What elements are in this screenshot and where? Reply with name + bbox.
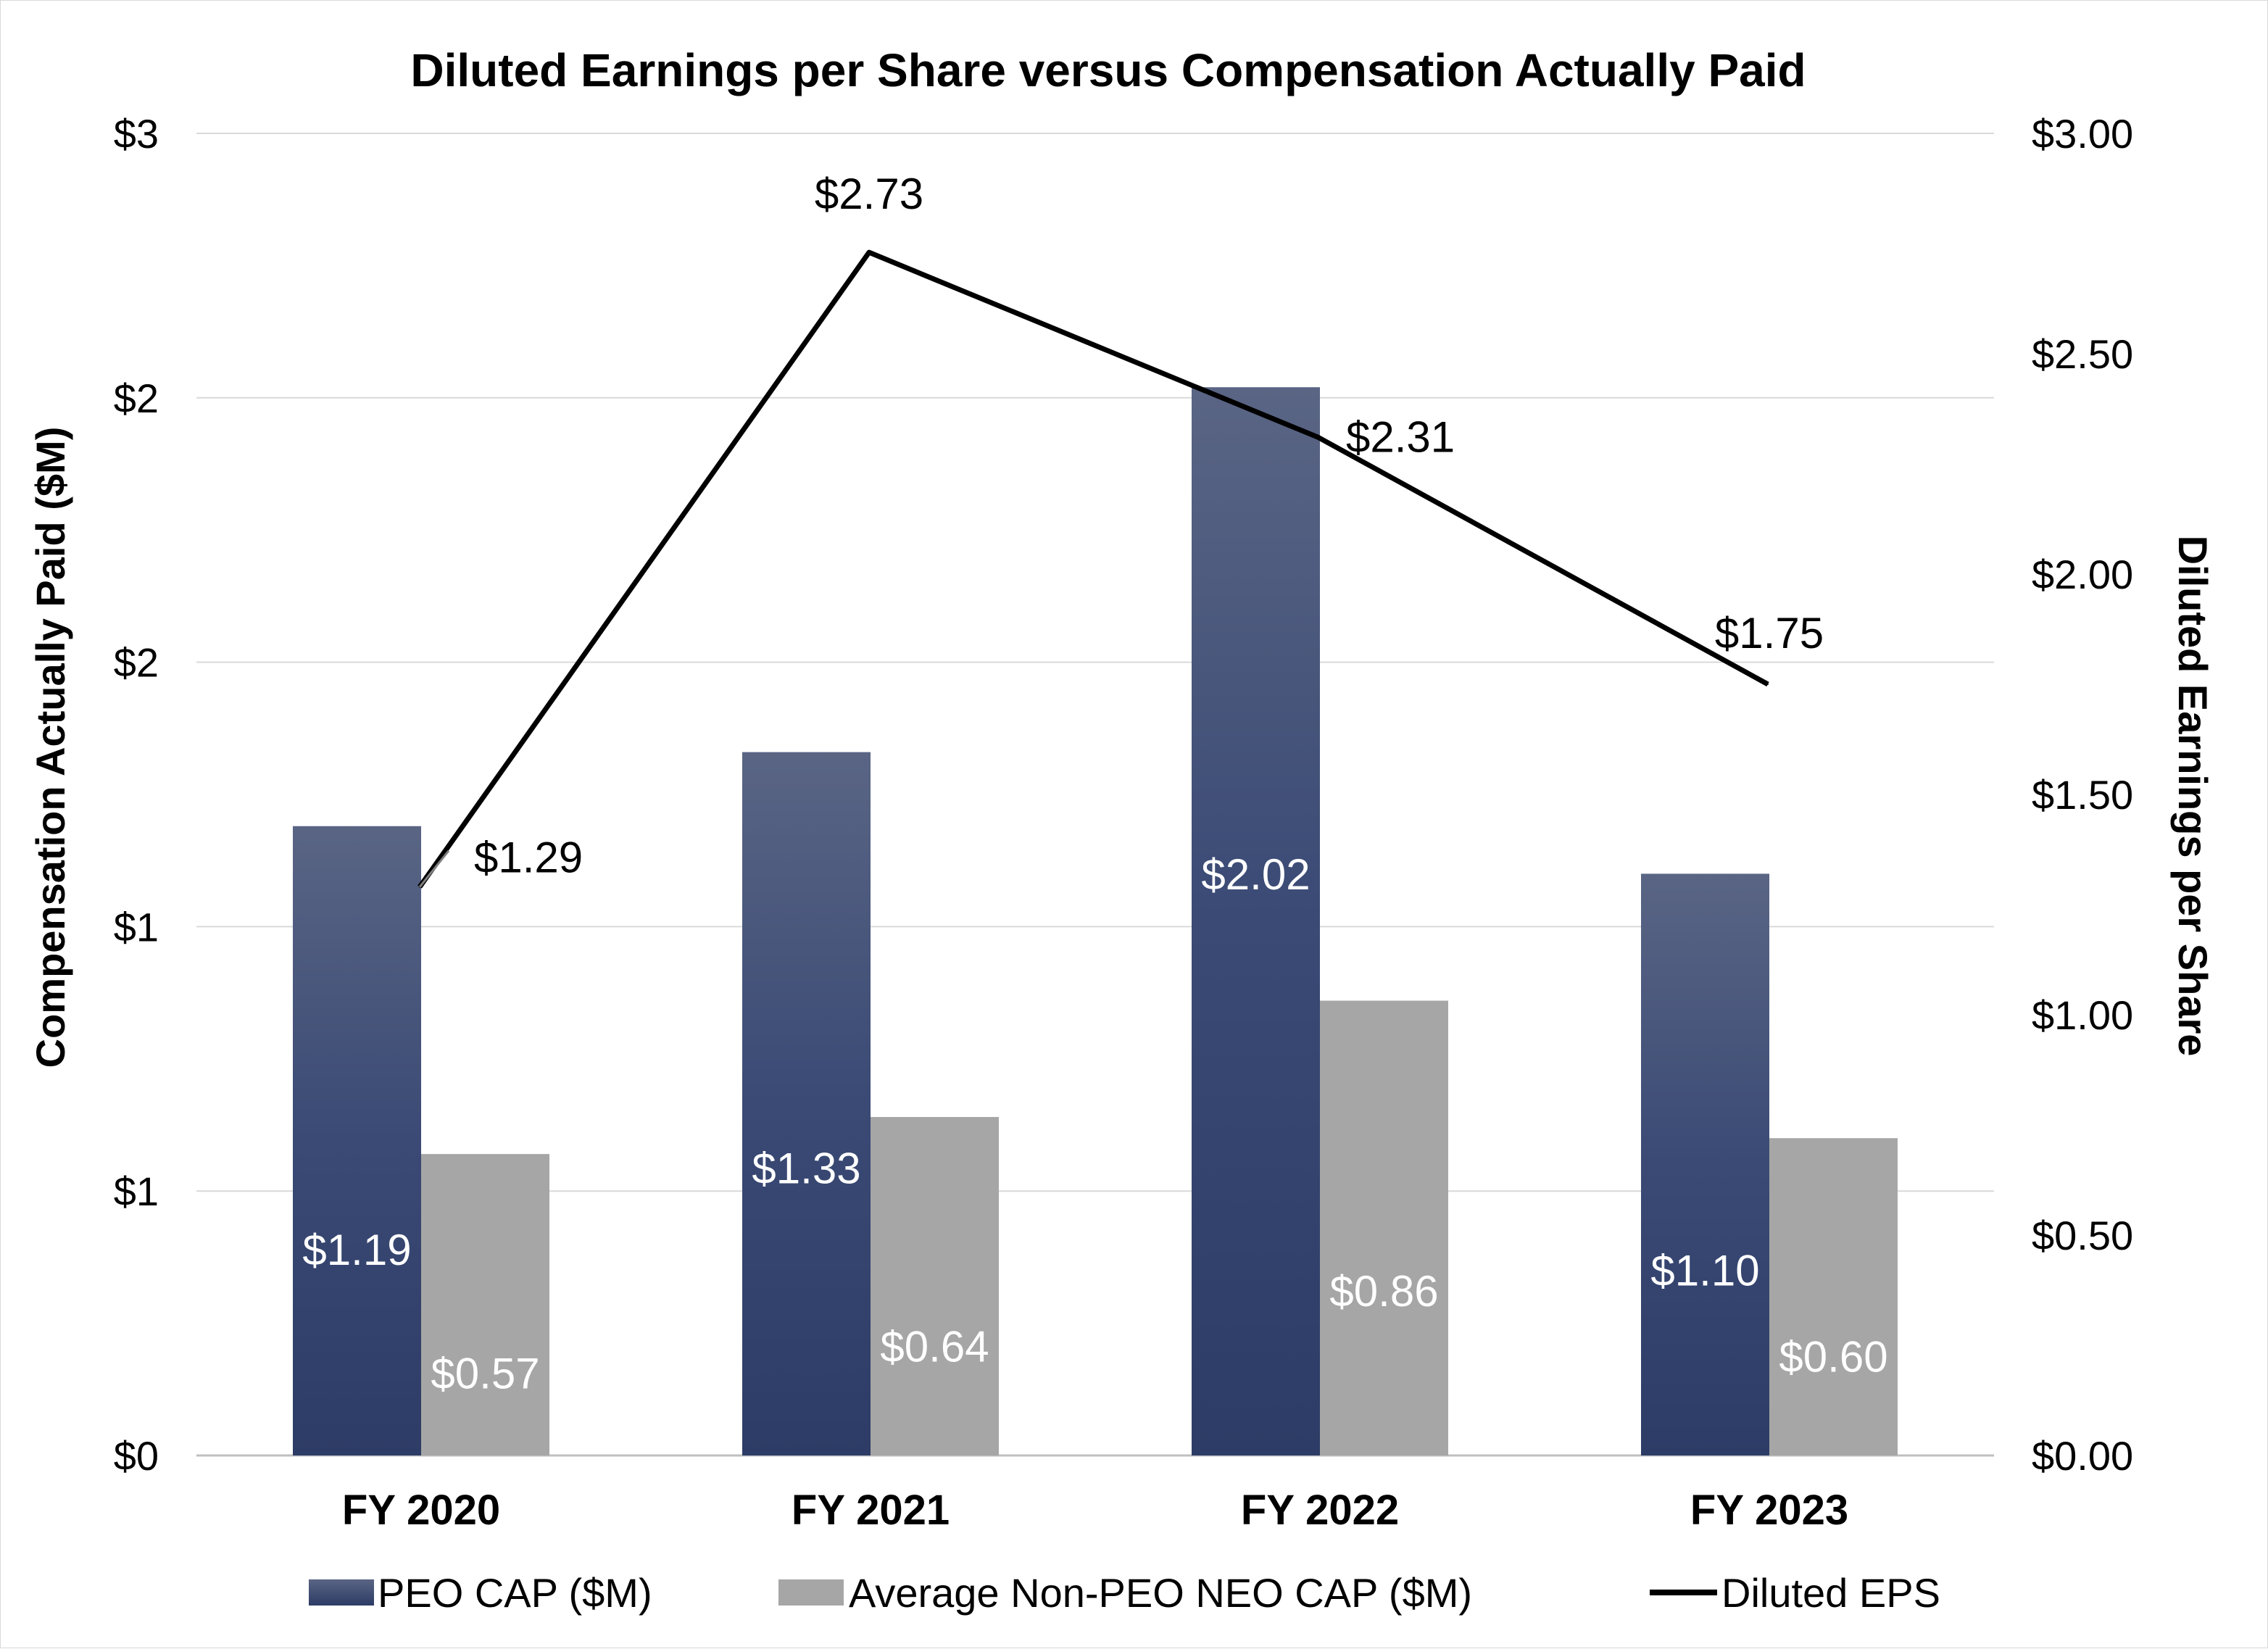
- left-axis-tick-label: $1: [114, 904, 159, 950]
- diluted-eps-point-fy-2023: [1767, 684, 1769, 685]
- category-label-fy-2020: FY 2020: [342, 1487, 500, 1534]
- category-label-fy-2021: FY 2021: [792, 1487, 950, 1534]
- eps-line: $1.29 $2.73 $2.31 $1.75: [418, 170, 1824, 889]
- right-axis-tick-label: $1.50: [2032, 772, 2133, 818]
- non-peo-cap-bar-fy-2020: [421, 1154, 549, 1455]
- right-axis-tick-label: $0.00: [2032, 1433, 2133, 1479]
- peo-cap-bar-fy-2023: [1641, 873, 1769, 1455]
- legend: PEO CAP ($M) Average Non-PEO NEO CAP ($M…: [309, 1570, 1940, 1616]
- diluted-eps-data-label-fy-2020: $1.29: [474, 834, 583, 882]
- legend-label-diluted-eps: Diluted EPS: [1721, 1570, 1940, 1616]
- right-axis-tick-label: $3.00: [2032, 111, 2133, 157]
- legend-swatch-non-peo-cap: [778, 1579, 844, 1606]
- left-axis-title: Compensation Actually Paid ($M): [28, 427, 73, 1068]
- peo-cap-data-label-fy-2020: $1.19: [302, 1226, 411, 1274]
- diluted-eps-series-line: [418, 249, 1769, 889]
- right-axis-tick-label: $2.50: [2032, 331, 2133, 377]
- peo-cap-bar-fy-2022: [1192, 387, 1320, 1455]
- right-axis-tick-label: $2.00: [2032, 552, 2133, 597]
- non-peo-cap-bar-fy-2023: [1769, 1138, 1898, 1455]
- diluted-eps-point-fy-2022: [1318, 436, 1319, 439]
- left-axis: $0 $1 $1 $2 $2 $3: [114, 111, 159, 1479]
- peo-cap-data-label-fy-2023: $1.10: [1650, 1247, 1759, 1295]
- peo-cap-data-label-fy-2021: $1.33: [752, 1144, 860, 1192]
- category-axis: FY 2020 FY 2021 FY 2022 FY 2023: [342, 1487, 1848, 1534]
- category-label-fy-2023: FY 2023: [1690, 1487, 1848, 1534]
- non-peo-cap-bar-fy-2021: [871, 1117, 999, 1455]
- left-axis-tick-label: $2: [114, 640, 159, 686]
- diluted-eps-point-fy-2021: [868, 252, 870, 254]
- bars: $1.19 $0.57 $1.33 $0.64 $2.02 $0.86 $1.10 $0.60: [293, 387, 1898, 1455]
- non-peo-cap-data-label-fy-2021: $0.64: [880, 1323, 989, 1371]
- diluted-eps-data-label-fy-2022: $2.31: [1346, 413, 1455, 462]
- legend-swatch-peo-cap: [309, 1579, 374, 1606]
- left-axis-tick-label: $0: [114, 1433, 159, 1479]
- non-peo-cap-bar-fy-2022: [1320, 1000, 1448, 1455]
- left-axis-tick-label: $1: [114, 1168, 159, 1214]
- non-peo-cap-data-label-fy-2020: $0.57: [431, 1350, 539, 1398]
- peo-cap-data-label-fy-2022: $2.02: [1201, 850, 1310, 899]
- left-axis-tick-label: $2: [114, 375, 159, 421]
- right-axis-tick-label: $1.00: [2032, 992, 2133, 1038]
- right-axis-title: Diluted Earnings per Share: [2170, 536, 2216, 1057]
- legend-label-peo-cap: PEO CAP ($M): [378, 1570, 652, 1616]
- diluted-eps-data-label-fy-2021: $2.73: [815, 170, 923, 218]
- peo-cap-bar-fy-2020: [293, 826, 421, 1455]
- legend-label-non-peo-cap: Average Non-PEO NEO CAP ($M): [849, 1570, 1472, 1616]
- category-label-fy-2022: FY 2022: [1241, 1487, 1399, 1534]
- diluted-eps-label-leader-line: [418, 850, 450, 888]
- right-axis: $0.00 $0.50 $1.00 $1.50 $2.00 $2.50 $3.00: [2032, 111, 2133, 1479]
- left-axis-tick-label: $3: [114, 111, 159, 157]
- peo-cap-bar-fy-2021: [742, 752, 871, 1455]
- diluted-eps-data-label-fy-2023: $1.75: [1715, 609, 1824, 657]
- non-peo-cap-data-label-fy-2023: $0.60: [1779, 1332, 1887, 1381]
- chart-title: Diluted Earnings per Share versus Compen…: [410, 44, 1806, 96]
- right-axis-tick-label: $0.50: [2032, 1213, 2133, 1258]
- non-peo-cap-data-label-fy-2022: $0.86: [1329, 1267, 1438, 1316]
